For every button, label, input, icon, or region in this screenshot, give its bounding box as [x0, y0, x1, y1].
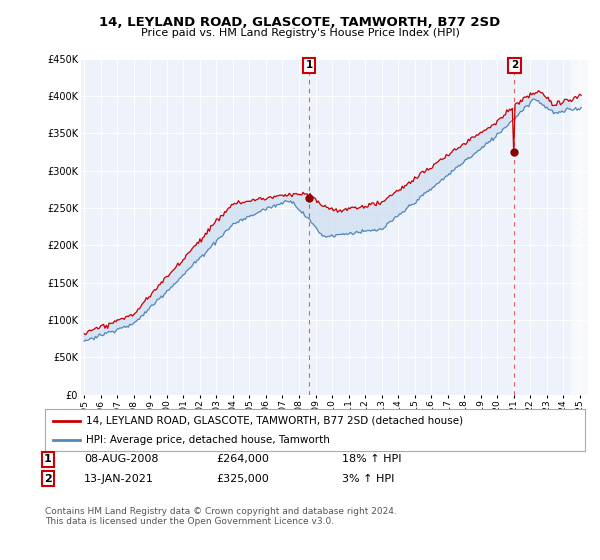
Text: 1: 1: [305, 60, 313, 71]
Text: HPI: Average price, detached house, Tamworth: HPI: Average price, detached house, Tamw…: [86, 435, 329, 445]
Text: 14, LEYLAND ROAD, GLASCOTE, TAMWORTH, B77 2SD: 14, LEYLAND ROAD, GLASCOTE, TAMWORTH, B7…: [100, 16, 500, 29]
Bar: [571, 59, 588, 395]
Text: £325,000: £325,000: [216, 474, 269, 484]
Text: 2: 2: [44, 474, 52, 484]
Text: 2: 2: [511, 60, 518, 71]
Text: 3% ↑ HPI: 3% ↑ HPI: [342, 474, 394, 484]
Text: Contains HM Land Registry data © Crown copyright and database right 2024.
This d: Contains HM Land Registry data © Crown c…: [45, 507, 397, 526]
Text: £264,000: £264,000: [216, 454, 269, 464]
Text: Price paid vs. HM Land Registry's House Price Index (HPI): Price paid vs. HM Land Registry's House …: [140, 28, 460, 38]
Text: 08-AUG-2008: 08-AUG-2008: [84, 454, 158, 464]
Text: 18% ↑ HPI: 18% ↑ HPI: [342, 454, 401, 464]
Text: 13-JAN-2021: 13-JAN-2021: [84, 474, 154, 484]
Text: 1: 1: [44, 454, 52, 464]
Text: 14, LEYLAND ROAD, GLASCOTE, TAMWORTH, B77 2SD (detached house): 14, LEYLAND ROAD, GLASCOTE, TAMWORTH, B7…: [86, 416, 463, 426]
